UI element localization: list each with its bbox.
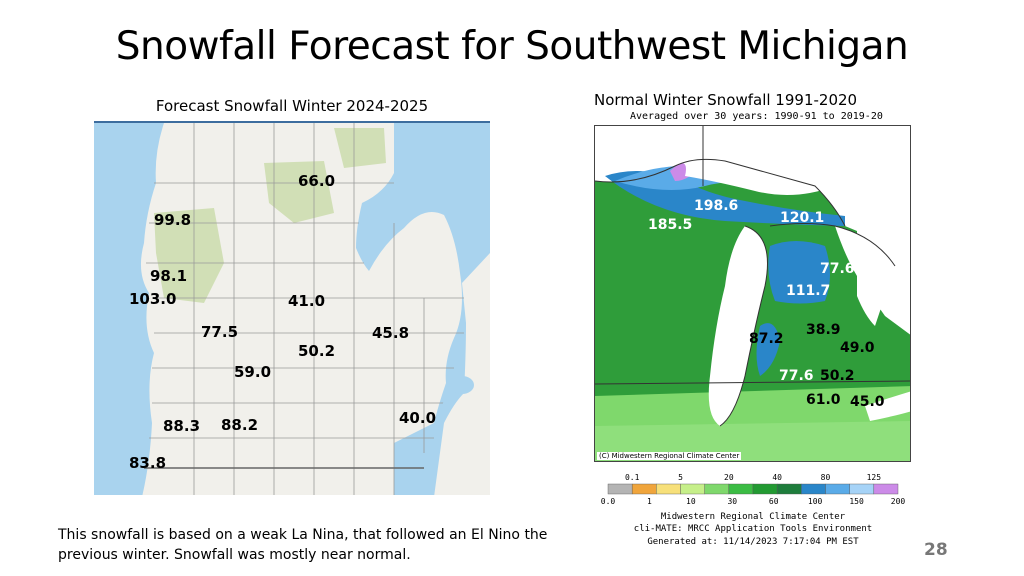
normal-value: 87.2	[749, 331, 784, 347]
legend-swatch	[873, 483, 899, 495]
slide-caption: This snowfall is based on a weak La Nina…	[58, 527, 548, 563]
forecast-value: 50.2	[298, 342, 336, 360]
forecast-map: 66.0 99.8 98.1 103.0 41.0 77.5 45.8 50.2…	[94, 121, 490, 495]
legend-tick-label: 80	[821, 473, 831, 482]
legend-swatch	[825, 483, 850, 495]
legend-swatch	[849, 483, 875, 495]
normal-map-base	[595, 126, 910, 461]
forecast-value: 77.5	[201, 323, 239, 341]
legend-swatch	[607, 483, 633, 495]
page-number: 28	[924, 540, 948, 560]
legend-tick-label: 5	[678, 473, 683, 482]
legend-tick-label: 1	[647, 497, 652, 506]
legend-swatch	[728, 483, 754, 495]
forecast-value: 88.2	[221, 416, 259, 434]
forecast-map-base	[94, 123, 490, 495]
forecast-value: 45.8	[372, 324, 410, 342]
legend-tick-label: 0.0	[601, 497, 616, 506]
legend-tick-label: 60	[769, 497, 779, 506]
legend-swatch	[752, 483, 778, 495]
forecast-map-title: Forecast Snowfall Winter 2024-2025	[155, 97, 429, 115]
forecast-value: 103.0	[129, 290, 177, 308]
legend-swatch	[631, 483, 657, 495]
legend-tick-label: 200	[891, 497, 906, 506]
normal-value: 198.6	[694, 198, 739, 214]
normal-value: 120.1	[780, 210, 825, 226]
legend-swatch	[776, 483, 802, 495]
normal-value: 49.0	[840, 340, 875, 356]
legend-tick-label: 10	[686, 497, 696, 506]
normal-map-subtitle: Averaged over 30 years: 1990-91 to 2019-…	[630, 111, 883, 122]
forecast-value: 66.0	[298, 172, 336, 190]
legend-tick-label: 40	[772, 473, 782, 482]
legend-swatch	[801, 483, 826, 495]
footer-line: Generated at: 11/14/2023 7:17:04 PM EST	[647, 537, 859, 547]
normal-value: 50.2	[820, 368, 855, 384]
legend-tick-label: 30	[727, 497, 737, 506]
legend-swatch	[656, 483, 681, 495]
forecast-value: 41.0	[288, 292, 326, 310]
legend-tick-label: 125	[867, 473, 882, 482]
forecast-value: 88.3	[163, 417, 201, 435]
normal-value: 61.0	[806, 392, 841, 408]
normal-map-title: Normal Winter Snowfall 1991-2020	[594, 91, 858, 109]
normal-value: 111.7	[786, 283, 831, 299]
legend-swatch	[704, 483, 730, 495]
legend-tick-label: 0.1	[625, 473, 640, 482]
legend-tick-label: 100	[808, 497, 823, 506]
footer-line: Midwestern Regional Climate Center	[660, 512, 846, 522]
normal-value: 77.6	[779, 368, 814, 384]
forecast-value: 59.0	[234, 363, 272, 381]
normal-value: 185.5	[648, 217, 693, 233]
slide-title: Snowfall Forecast for Southwest Michigan	[115, 24, 909, 69]
normal-value: 38.9	[806, 322, 841, 338]
forecast-value: 98.1	[150, 267, 188, 285]
forecast-value: 40.0	[399, 409, 437, 427]
normal-value: 77.6	[820, 261, 855, 277]
forecast-value: 83.8	[129, 454, 167, 472]
footer-line: cli-MATE: MRCC Application Tools Environ…	[633, 524, 873, 534]
legend-swatch	[680, 483, 705, 495]
legend-tick-label: 150	[849, 497, 864, 506]
map-credit: (C) Midwestern Regional Climate Center	[597, 452, 742, 460]
normal-map: 198.6 185.5 120.1 77.6 111.7 87.2 38.9 4…	[594, 125, 911, 462]
forecast-value: 99.8	[154, 211, 192, 229]
legend-tick-label: 20	[724, 473, 734, 482]
normal-value: 45.0	[850, 394, 885, 410]
